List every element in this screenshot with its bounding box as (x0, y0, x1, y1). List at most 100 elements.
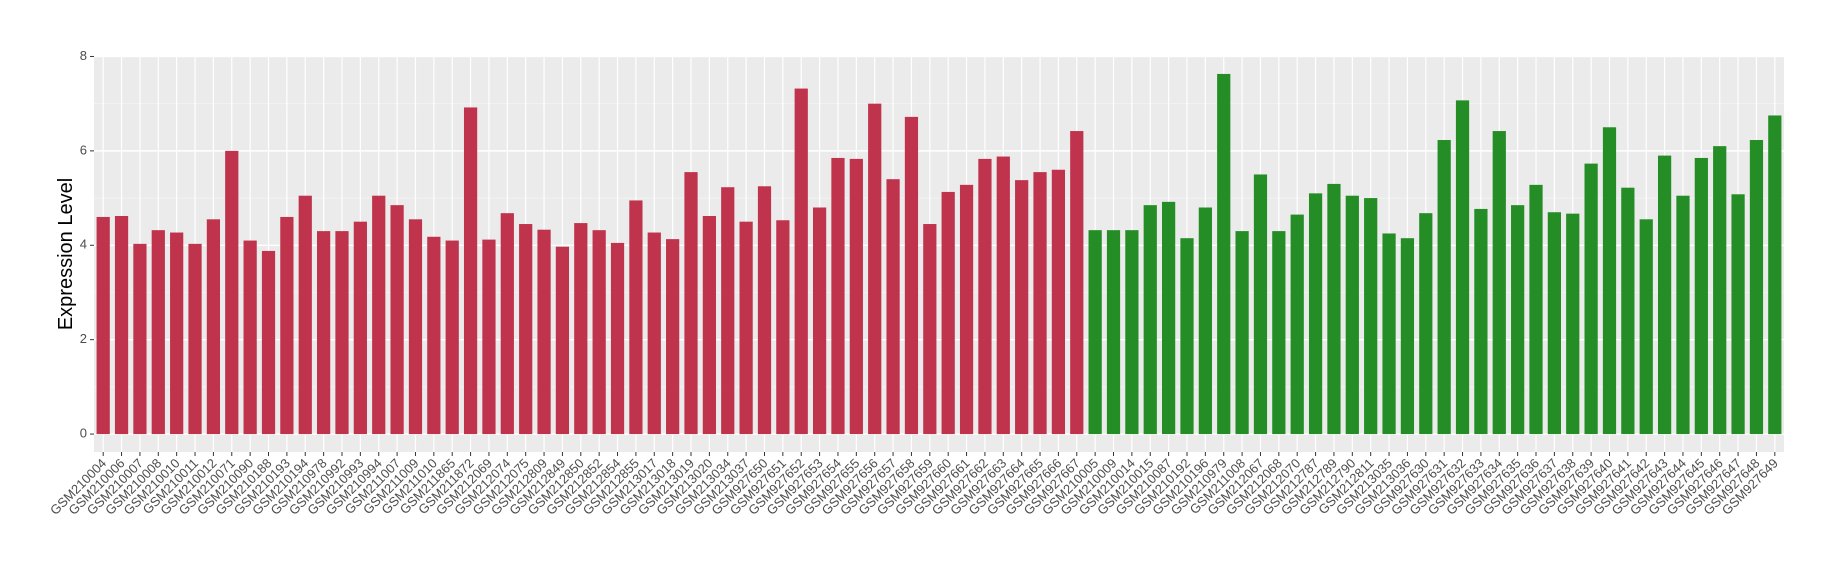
bar (96, 216, 110, 435)
bar (1529, 184, 1543, 435)
bar (702, 216, 716, 435)
bar (1125, 230, 1139, 435)
bar (372, 195, 386, 435)
bar (812, 207, 827, 435)
bar (1198, 207, 1212, 435)
bar (574, 223, 588, 435)
bar (1437, 140, 1451, 435)
y-tick-label: 2 (80, 331, 87, 346)
bar (463, 107, 478, 435)
bar (1419, 213, 1433, 435)
bar (1290, 214, 1304, 435)
bar (555, 246, 570, 435)
bar (188, 243, 202, 435)
bar (1015, 180, 1029, 435)
bar (868, 103, 882, 435)
bar (1657, 155, 1672, 435)
bar (1511, 205, 1525, 435)
bar (445, 240, 459, 435)
bar (684, 172, 698, 435)
y-tick-label: 6 (80, 142, 87, 157)
bar (298, 195, 312, 435)
bar (849, 158, 863, 435)
bar (482, 239, 496, 435)
bar (1602, 127, 1617, 435)
y-tick-label: 0 (80, 426, 87, 441)
bar (1143, 205, 1157, 435)
bar (996, 156, 1010, 435)
bar (1455, 100, 1470, 435)
bar (941, 191, 955, 435)
bar (114, 216, 129, 435)
bar (739, 221, 753, 435)
bar (1639, 219, 1653, 435)
bar (886, 179, 900, 435)
bar (1382, 233, 1396, 435)
bar (978, 158, 992, 435)
bar (151, 230, 165, 435)
bar (959, 184, 974, 435)
bar (1106, 230, 1121, 435)
bar (1070, 131, 1084, 435)
bar (1180, 238, 1194, 435)
bar (133, 243, 147, 435)
bar (317, 231, 331, 435)
bar (776, 220, 790, 435)
bar (206, 219, 221, 435)
bar (1584, 163, 1598, 435)
bar (647, 232, 661, 435)
bar (904, 116, 919, 435)
bar (390, 205, 404, 435)
bar (170, 232, 184, 435)
bar (1345, 195, 1359, 435)
bar (1088, 230, 1102, 435)
bar (1474, 208, 1488, 435)
bar (1400, 238, 1415, 435)
bar (261, 250, 276, 435)
bar (1621, 187, 1635, 435)
bar (629, 200, 643, 435)
bar (408, 219, 423, 435)
bar (1162, 201, 1176, 435)
y-axis-label: Expression Level (55, 178, 77, 330)
bar (923, 224, 937, 435)
bar (537, 229, 551, 435)
bar (1033, 172, 1047, 435)
bar (610, 242, 625, 435)
bar (794, 88, 808, 435)
bar (1547, 212, 1561, 435)
bar (831, 157, 845, 435)
bar (1364, 198, 1378, 435)
bar (1492, 131, 1506, 435)
bar (519, 224, 533, 435)
y-tick-label: 8 (80, 48, 87, 63)
bar (500, 213, 514, 435)
bar (353, 221, 367, 435)
bar (592, 230, 606, 435)
bar (1327, 183, 1341, 435)
bar (1566, 213, 1580, 435)
bar (1676, 195, 1690, 435)
bar (225, 150, 239, 435)
bar (666, 239, 680, 435)
bar (1253, 174, 1268, 435)
bar (1713, 146, 1727, 435)
bar (1768, 115, 1782, 435)
bar (721, 187, 735, 435)
bar (280, 216, 294, 435)
bar (757, 186, 772, 435)
bar (335, 231, 349, 435)
y-tick-label: 4 (80, 237, 87, 252)
bar (1272, 231, 1286, 435)
bar (427, 236, 441, 435)
bar (1235, 231, 1249, 435)
bar (243, 240, 257, 435)
bar (1217, 73, 1231, 435)
bar (1694, 157, 1708, 435)
bar (1308, 193, 1323, 435)
bar (1749, 140, 1764, 435)
bar (1731, 194, 1745, 435)
bar (1051, 169, 1066, 435)
